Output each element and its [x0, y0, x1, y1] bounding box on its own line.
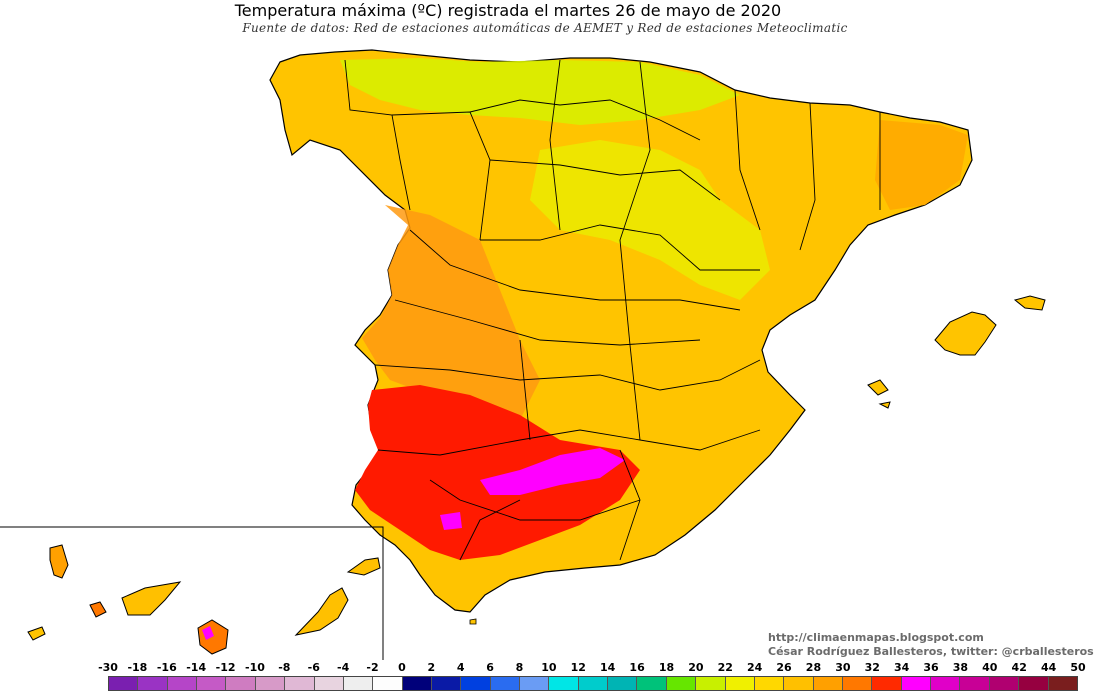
legend-tick: -14: [186, 661, 207, 674]
legend-tick: -12: [215, 661, 236, 674]
legend-swatch: [813, 677, 843, 690]
legend-tick: -4: [337, 661, 350, 674]
legend-swatch: [784, 677, 814, 690]
legend-tick: 4: [456, 661, 465, 674]
legend-tick: -6: [307, 661, 320, 674]
legend-swatch: [138, 677, 168, 690]
legend-swatch: [754, 677, 785, 690]
legend-swatch: [931, 677, 961, 690]
legend-tick: -30: [98, 661, 118, 674]
legend-tick: 0: [398, 661, 406, 674]
legend-swatch: [461, 677, 491, 690]
legend-tick: 24: [747, 661, 763, 674]
legend-tick: 34: [893, 661, 910, 674]
legend-swatch: [226, 677, 256, 690]
canary-islands: [27, 544, 381, 655]
central-cool-zone: [530, 140, 770, 300]
formentera: [878, 401, 891, 409]
mallorca: [934, 311, 997, 356]
extreme-heat-spot: [440, 512, 462, 530]
legend-swatch: [285, 677, 315, 690]
legend-tick: 38: [952, 661, 969, 674]
blog-credit: http://climaenmapas.blogspot.com: [768, 631, 984, 644]
northeast-zone: [875, 120, 968, 210]
legend-color-bar: [108, 676, 1078, 691]
legend-swatch: [578, 677, 609, 690]
legend-swatch: [402, 677, 432, 690]
legend-tick: 28: [805, 661, 822, 674]
legend-swatch: [373, 677, 403, 690]
legend-tick: 8: [515, 661, 524, 674]
legend-tick: 32: [864, 661, 880, 674]
legend-tick: 44: [1040, 661, 1057, 674]
legend-labels: -30 -18 -16 -14 -12 -10 -8 -6 -4 -2 0 2 4 6 8 10 12 14 16 1…: [0, 661, 1098, 675]
canary-inset-frame: [0, 526, 384, 660]
legend-swatch: [960, 677, 990, 690]
legend-tick: 6: [486, 661, 494, 674]
extreme-heat-spot: [480, 448, 625, 495]
legend-tick: 50: [1070, 661, 1086, 674]
legend-swatch: [431, 677, 462, 690]
legend-swatch: [109, 677, 139, 690]
map-subtitle: Fuente de datos: Red de estaciones autom…: [242, 21, 848, 35]
legend-tick: 10: [541, 661, 557, 674]
province-borders: [344, 59, 881, 561]
legend-tick: -18: [127, 661, 148, 674]
southwest-hot-zone: [355, 385, 640, 560]
legend-tick: 30: [835, 661, 851, 674]
ceuta: [469, 618, 477, 625]
legend-swatch: [666, 677, 697, 690]
legend-tick: 40: [982, 661, 998, 674]
legend-tick: -10: [245, 661, 265, 674]
legend-swatch: [255, 677, 286, 690]
legend-swatch: [1048, 677, 1077, 690]
legend-swatch: [549, 677, 579, 690]
legend-swatch: [637, 677, 667, 690]
legend-swatch: [696, 677, 726, 690]
legend-swatch: [520, 677, 550, 690]
legend-swatch: [989, 677, 1020, 690]
legend-swatch: [608, 677, 638, 690]
gran-canaria-hotspot: [202, 626, 214, 640]
legend-tick: 14: [600, 661, 616, 674]
legend-swatch: [314, 677, 344, 690]
legend-swatch: [167, 677, 198, 690]
ibiza: [867, 379, 889, 396]
legend-tick: 22: [717, 661, 733, 674]
legend-swatch: [490, 677, 521, 690]
author-credit: César Rodríguez Ballesteros, twitter: @c…: [768, 645, 1094, 658]
legend-swatch: [872, 677, 902, 690]
map-title: Temperatura máxima (ºC) registrada el ma…: [234, 1, 782, 20]
legend-swatch: [901, 677, 932, 690]
menorca: [1013, 295, 1046, 311]
legend-tick: 20: [688, 661, 704, 674]
legend-tick: 16: [629, 661, 645, 674]
legend-swatch: [343, 677, 374, 690]
legend-tick: 36: [923, 661, 939, 674]
legend-swatch: [1019, 677, 1049, 690]
legend-tick: -8: [278, 661, 291, 674]
northern-cool-zone: [340, 58, 740, 125]
legend-tick: -2: [366, 661, 379, 674]
legend-tick: 42: [1011, 661, 1027, 674]
legend-swatch: [725, 677, 755, 690]
legend-tick: -16: [156, 661, 177, 674]
legend-tick: 12: [570, 661, 586, 674]
legend-tick: 26: [776, 661, 792, 674]
legend-swatch: [842, 677, 873, 690]
legend-tick: 2: [427, 661, 436, 674]
legend-tick: 18: [658, 661, 675, 674]
legend-swatch: [197, 677, 227, 690]
western-warm-zone: [362, 205, 540, 420]
